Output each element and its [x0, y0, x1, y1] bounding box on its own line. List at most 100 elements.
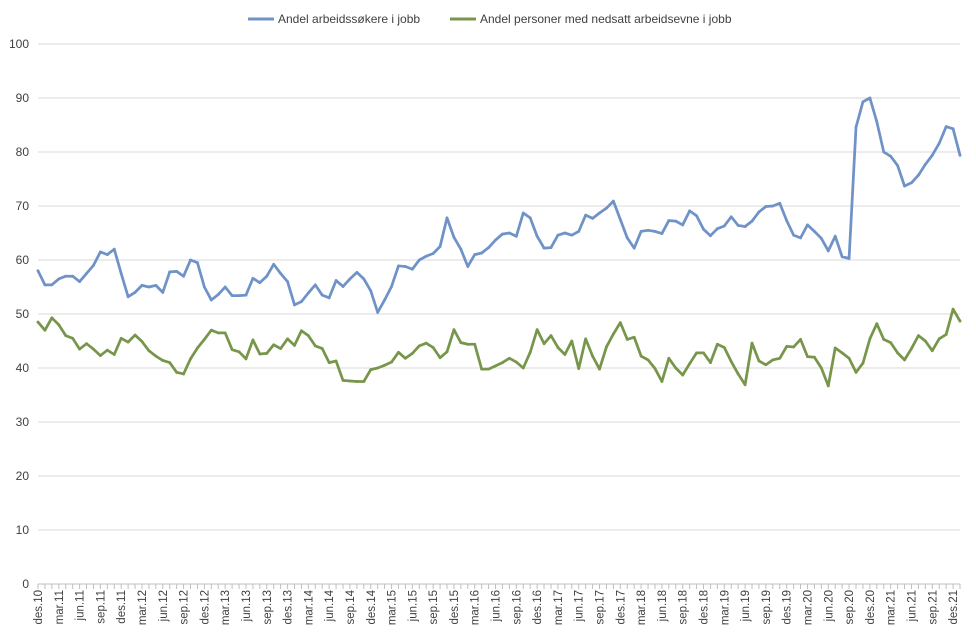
data-point	[501, 361, 504, 364]
data-point	[92, 264, 95, 267]
data-point	[757, 210, 761, 214]
data-point	[258, 352, 262, 356]
x-tick-label: sep.17	[595, 590, 607, 625]
data-point	[528, 350, 532, 354]
x-tick-label: mar.14	[303, 589, 315, 625]
x-tick-label: mar.11	[54, 590, 66, 624]
x-tick-label: sep.15	[428, 590, 440, 625]
data-point	[917, 173, 920, 177]
data-point	[397, 350, 400, 354]
data-point	[570, 339, 574, 343]
data-point	[71, 274, 75, 278]
y-tick-label: 30	[16, 415, 30, 429]
data-point	[549, 334, 553, 337]
data-point	[715, 227, 719, 231]
data-point	[175, 269, 179, 273]
x-tick-label: mar.12	[137, 590, 149, 625]
data-point	[355, 271, 359, 274]
legend: Andel arbeidssøkere i jobb Andel personer…	[248, 12, 732, 26]
x-tick-label: des.13	[283, 590, 295, 625]
data-point	[112, 247, 116, 251]
x-tick-label: sep.19	[761, 590, 773, 625]
gridlines	[38, 43, 960, 531]
data-point	[743, 383, 747, 387]
data-point	[85, 342, 88, 346]
data-point	[674, 219, 678, 223]
data-point	[806, 223, 809, 227]
x-tick-label: jun.15	[407, 590, 419, 622]
data-point	[404, 265, 407, 268]
data-point	[618, 321, 622, 325]
x-tick-label: des.12	[199, 590, 211, 625]
x-tick-label: sep.16	[511, 590, 523, 625]
data-point	[341, 285, 345, 288]
data-point	[445, 350, 449, 354]
data-point	[43, 283, 47, 287]
data-point	[293, 343, 296, 347]
data-point	[237, 294, 241, 298]
x-tick-label: sep.12	[179, 590, 191, 625]
data-point	[209, 328, 213, 332]
data-point	[119, 272, 123, 275]
data-point	[300, 300, 303, 303]
data-point	[611, 199, 615, 203]
data-point	[563, 231, 567, 235]
data-point	[293, 303, 296, 307]
data-point	[605, 206, 608, 210]
x-tick-label: mar.20	[802, 590, 814, 625]
data-point	[709, 361, 712, 364]
data-point	[792, 233, 796, 237]
data-point	[868, 337, 872, 341]
data-point	[958, 319, 962, 323]
data-point	[757, 359, 761, 363]
data-point	[417, 258, 421, 262]
data-point	[473, 342, 477, 346]
x-tick-label: sep.18	[678, 590, 690, 625]
x-tick-label: mar.15	[387, 590, 399, 625]
data-point	[369, 289, 373, 293]
data-point	[473, 253, 477, 256]
y-tick-label: 0	[22, 577, 29, 591]
data-point	[695, 351, 698, 355]
data-point	[348, 379, 352, 383]
data-point	[591, 354, 594, 358]
data-point	[958, 153, 962, 157]
data-point	[771, 204, 775, 208]
data-point	[868, 96, 872, 100]
data-point	[563, 353, 567, 356]
data-point	[930, 153, 934, 157]
data-point	[715, 342, 719, 346]
data-point	[799, 337, 802, 341]
data-point	[223, 285, 227, 289]
data-point	[105, 348, 109, 352]
data-point	[189, 258, 192, 262]
data-point	[729, 215, 733, 219]
data-point	[154, 354, 158, 358]
data-point	[313, 283, 317, 287]
data-point	[445, 216, 449, 220]
data-point	[92, 347, 95, 351]
data-point	[930, 349, 934, 353]
x-tick-label: des.14	[366, 589, 378, 624]
data-point	[251, 338, 255, 342]
data-point	[480, 251, 484, 255]
data-point	[840, 255, 844, 259]
data-point	[702, 227, 705, 231]
x-tick-label: jun.11	[75, 590, 87, 621]
data-point	[826, 249, 830, 253]
data-point	[161, 359, 165, 362]
data-point	[168, 361, 172, 364]
data-point	[431, 252, 435, 255]
data-point	[424, 341, 428, 345]
data-point	[847, 256, 851, 260]
data-point	[861, 361, 865, 365]
data-point	[896, 351, 900, 355]
data-point	[230, 294, 234, 298]
data-point	[570, 233, 574, 237]
data-point	[743, 225, 747, 228]
data-point	[71, 336, 75, 340]
data-point	[819, 237, 823, 240]
data-point	[688, 209, 692, 213]
data-point	[133, 291, 137, 294]
